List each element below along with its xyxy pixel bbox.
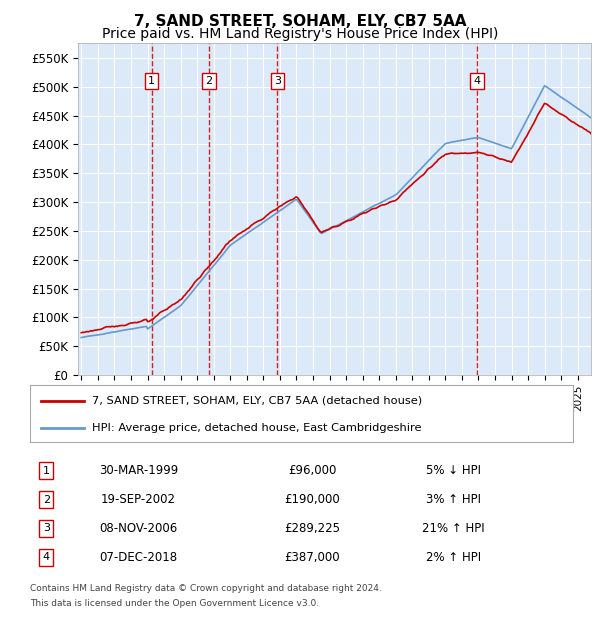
Text: 1: 1 bbox=[148, 76, 155, 86]
Text: 4: 4 bbox=[473, 76, 481, 86]
Text: 4: 4 bbox=[43, 552, 50, 562]
Text: 1: 1 bbox=[43, 466, 50, 476]
Text: 3: 3 bbox=[43, 523, 50, 533]
Text: 7, SAND STREET, SOHAM, ELY, CB7 5AA: 7, SAND STREET, SOHAM, ELY, CB7 5AA bbox=[134, 14, 466, 29]
Text: £289,225: £289,225 bbox=[284, 522, 340, 535]
Text: 21% ↑ HPI: 21% ↑ HPI bbox=[422, 522, 485, 535]
Text: £96,000: £96,000 bbox=[288, 464, 337, 477]
Text: 7, SAND STREET, SOHAM, ELY, CB7 5AA (detached house): 7, SAND STREET, SOHAM, ELY, CB7 5AA (det… bbox=[92, 396, 422, 406]
Text: 30-MAR-1999: 30-MAR-1999 bbox=[99, 464, 178, 477]
Text: 08-NOV-2006: 08-NOV-2006 bbox=[100, 522, 178, 535]
Text: HPI: Average price, detached house, East Cambridgeshire: HPI: Average price, detached house, East… bbox=[92, 423, 422, 433]
Text: 19-SEP-2002: 19-SEP-2002 bbox=[101, 493, 176, 506]
Text: Price paid vs. HM Land Registry's House Price Index (HPI): Price paid vs. HM Land Registry's House … bbox=[102, 27, 498, 41]
Text: Contains HM Land Registry data © Crown copyright and database right 2024.: Contains HM Land Registry data © Crown c… bbox=[30, 584, 382, 593]
Text: 5% ↓ HPI: 5% ↓ HPI bbox=[426, 464, 481, 477]
Text: 3: 3 bbox=[274, 76, 281, 86]
Text: 07-DEC-2018: 07-DEC-2018 bbox=[100, 551, 178, 564]
Text: 2: 2 bbox=[206, 76, 212, 86]
Text: 2% ↑ HPI: 2% ↑ HPI bbox=[426, 551, 481, 564]
Text: 2: 2 bbox=[43, 495, 50, 505]
Text: This data is licensed under the Open Government Licence v3.0.: This data is licensed under the Open Gov… bbox=[30, 599, 319, 608]
Text: 3% ↑ HPI: 3% ↑ HPI bbox=[426, 493, 481, 506]
Text: £387,000: £387,000 bbox=[284, 551, 340, 564]
Text: £190,000: £190,000 bbox=[284, 493, 340, 506]
